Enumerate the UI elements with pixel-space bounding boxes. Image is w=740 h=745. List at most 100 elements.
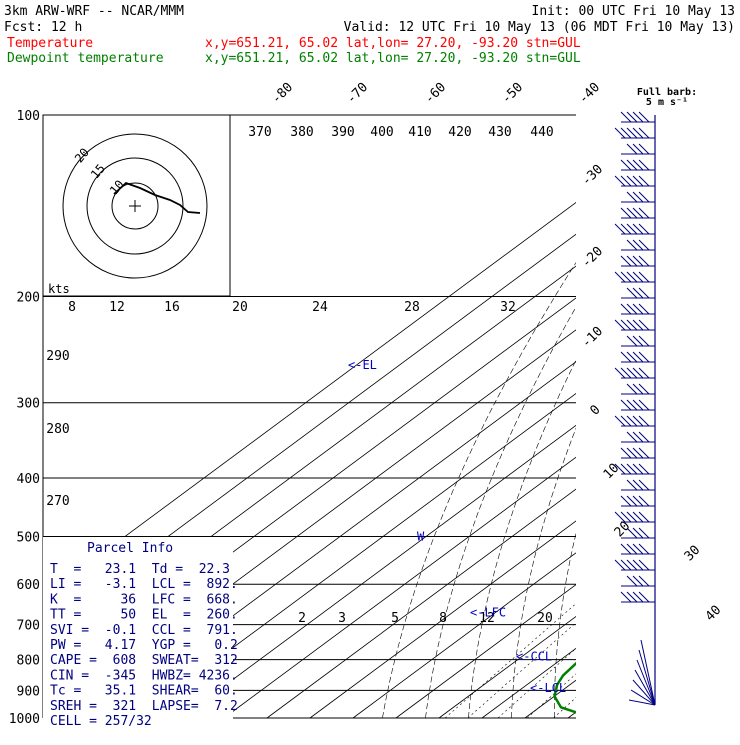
barb-flag — [627, 544, 637, 554]
pressure-tick-label: 800 — [17, 654, 40, 669]
speed-tick-label: 12 — [109, 300, 125, 315]
parcel-info-line: CAPE = 608 SWEAT= 312 — [50, 653, 238, 668]
pressure-tick-label: 900 — [17, 684, 40, 699]
barb-flag — [621, 128, 631, 138]
speed-tick-label: 32 — [500, 300, 516, 315]
barb-flag — [633, 352, 643, 362]
barb-flag — [627, 288, 637, 298]
temperature-legend-label: Temperature — [7, 36, 93, 51]
barb-flag — [639, 256, 649, 266]
parcel-info-title: Parcel Info — [87, 541, 173, 556]
pressure-tick-label: 100 — [17, 109, 40, 124]
isotherm-label: -50 — [499, 80, 526, 107]
barb-flag — [633, 112, 643, 122]
barb-flag — [621, 160, 631, 170]
mixing-ratio-label: 8 — [439, 611, 447, 626]
barb-flag — [627, 400, 637, 410]
dry-adiabat — [637, 115, 740, 718]
barb-flag — [633, 400, 643, 410]
dry-adiabat — [596, 115, 740, 718]
barb-flag — [615, 416, 625, 426]
wind-barbs: Full barb:5 m s⁻¹ — [615, 87, 697, 705]
barb-flag — [639, 192, 649, 202]
barb-flag — [639, 544, 649, 554]
pressure-tick-label: 200 — [17, 291, 40, 306]
barb-flag — [639, 352, 649, 362]
parcel-info-line: PW = 4.17 YGP = 0.2 — [50, 638, 238, 653]
barb-flag — [627, 384, 637, 394]
barb-flag — [633, 384, 643, 394]
dry-adiabat — [426, 115, 701, 718]
theta-label: 420 — [448, 125, 471, 140]
parcel-info-line: TT = 50 EL = 260. — [50, 608, 238, 623]
barb-flag — [621, 224, 631, 234]
speed-unit-label: kts — [48, 282, 70, 296]
theta-label: 370 — [248, 125, 271, 140]
barb-flag — [639, 144, 649, 154]
barb-flag — [615, 272, 625, 282]
dry-adiabat — [512, 115, 740, 718]
isotherm-label: -60 — [422, 80, 449, 107]
barb-flag — [627, 240, 637, 250]
barb-flag — [627, 368, 637, 378]
isotherm-label: -80 — [269, 80, 296, 107]
isotherm-label: -30 — [579, 162, 606, 189]
barb-flag — [621, 400, 631, 410]
barb-flag — [633, 416, 643, 426]
dewpoint-legend-label: Dewpoint temperature — [7, 51, 164, 66]
isotherm-line — [697, 115, 740, 718]
parcel-info-line: LI = -3.1 LCL = 892. — [50, 577, 238, 592]
barb-flag — [639, 272, 649, 282]
dry-adiabat — [714, 115, 740, 718]
barb-flag — [621, 448, 631, 458]
barb-flag — [621, 416, 631, 426]
pressure-tick-label: 1000 — [9, 712, 40, 727]
isotherm-label: 10 — [601, 461, 623, 483]
barb-flag — [627, 592, 637, 602]
barb-flag — [621, 368, 631, 378]
barb-flag — [633, 432, 643, 442]
barb-flag — [639, 112, 649, 122]
forecast-hour: Fcst: 12 h — [4, 20, 82, 35]
barb-flag — [627, 448, 637, 458]
barb-flag — [621, 464, 631, 474]
barb-flag — [633, 480, 643, 490]
barb-legend-value: 5 m s⁻¹ — [646, 97, 688, 108]
theta-label: 410 — [408, 125, 431, 140]
barb-flag — [633, 576, 643, 586]
isotherm-line — [568, 115, 740, 718]
isotherm-line — [482, 115, 740, 718]
barb-flag — [633, 304, 643, 314]
barb-flag — [639, 432, 649, 442]
barb-flag — [621, 496, 631, 506]
theta-label: 380 — [290, 125, 313, 140]
barb-flag — [633, 448, 643, 458]
barb-flag — [633, 128, 643, 138]
barb-flag — [627, 112, 637, 122]
barb-flag — [639, 512, 649, 522]
isotherm-line — [181, 115, 740, 718]
dry-adiabat — [554, 115, 740, 718]
pressure-tick-label: 700 — [17, 619, 40, 634]
barb-flag — [633, 528, 643, 538]
speed-tick-label: 16 — [164, 300, 180, 315]
isotherm-line — [611, 115, 740, 718]
temperature-legend-info: x,y=651.21, 65.02 lat,lon= 27.20, -93.20… — [205, 36, 581, 51]
isotherm-line — [224, 115, 740, 718]
barb-flag — [633, 368, 643, 378]
barb-flag — [639, 304, 649, 314]
pressure-tick-label: 600 — [17, 578, 40, 593]
barb-flag — [621, 176, 631, 186]
isotherm-label: -40 — [576, 80, 603, 107]
parcel-info-line: K = 36 LFC = 668. — [50, 592, 238, 607]
barb-flag — [633, 320, 643, 330]
barb-flag — [627, 560, 637, 570]
theta-label: 400 — [370, 125, 393, 140]
barb-flag — [615, 128, 625, 138]
barb-flag — [639, 160, 649, 170]
barb-flag — [627, 256, 637, 266]
isotherm-line — [267, 115, 740, 718]
theta-label-lower: 290 — [46, 349, 69, 364]
